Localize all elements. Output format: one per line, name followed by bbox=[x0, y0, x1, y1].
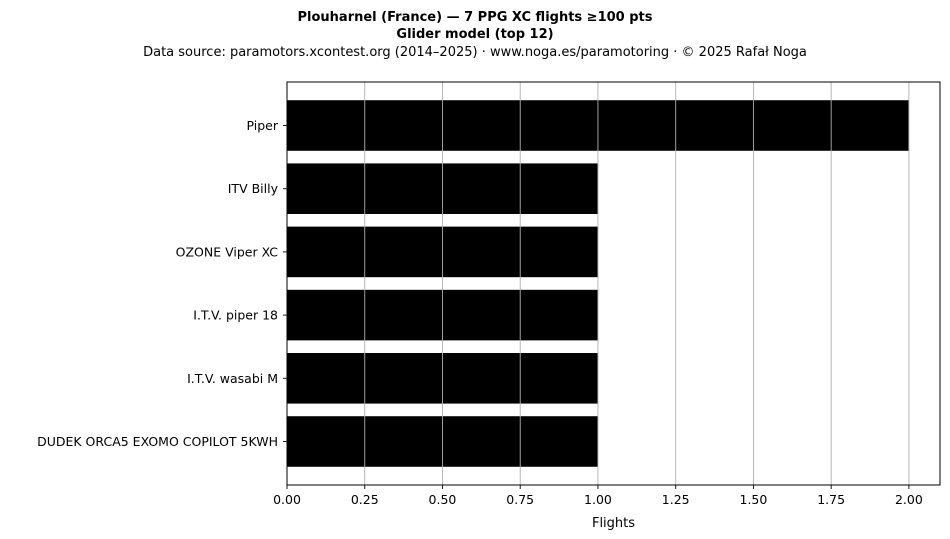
x-tick-label: 0.75 bbox=[506, 492, 534, 507]
chart-subtitle: Glider model (top 12) bbox=[396, 27, 554, 42]
x-axis-label: Flights bbox=[592, 516, 635, 531]
x-tick-label: 0.00 bbox=[273, 492, 301, 507]
chart-title: Plouharnel (France) — 7 PPG XC flights ≥… bbox=[297, 10, 653, 25]
chart-titles: Plouharnel (France) — 7 PPG XC flights ≥… bbox=[0, 9, 950, 61]
y-tick-label: I.T.V. piper 18 bbox=[193, 308, 278, 323]
y-tick-label: DUDEK ORCA5 EXOMO COPILOT 5KWH bbox=[37, 434, 278, 449]
y-tick-label: OZONE Viper XC bbox=[176, 244, 279, 259]
axes: Piper ITV Billy OZONE Viper XC I.T.V. piper… bbox=[37, 81, 941, 507]
x-tick-label: 1.75 bbox=[817, 492, 845, 507]
y-tick-label: I.T.V. wasabi M bbox=[187, 371, 278, 386]
plot-frame bbox=[286, 81, 941, 486]
x-tick-label: 1.25 bbox=[662, 492, 690, 507]
x-tick-label: 1.50 bbox=[740, 492, 768, 507]
x-tick-label: 2.00 bbox=[895, 492, 923, 507]
x-tick-label: 1.00 bbox=[584, 492, 612, 507]
y-tick-label: Piper bbox=[246, 118, 278, 133]
y-tick-label: ITV Billy bbox=[228, 181, 279, 196]
x-tick-label: 0.25 bbox=[351, 492, 379, 507]
data-source-line: Data source: paramotors.xcontest.org (20… bbox=[143, 45, 807, 60]
x-tick-label: 0.50 bbox=[429, 492, 457, 507]
